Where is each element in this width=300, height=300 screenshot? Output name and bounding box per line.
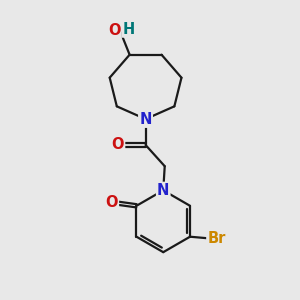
Text: O: O xyxy=(106,195,118,210)
Text: O: O xyxy=(108,23,121,38)
Text: O: O xyxy=(112,137,124,152)
Text: N: N xyxy=(157,183,170,198)
Text: H: H xyxy=(123,22,135,37)
Text: N: N xyxy=(140,112,152,127)
Text: N: N xyxy=(140,112,152,127)
Text: Br: Br xyxy=(207,231,226,246)
